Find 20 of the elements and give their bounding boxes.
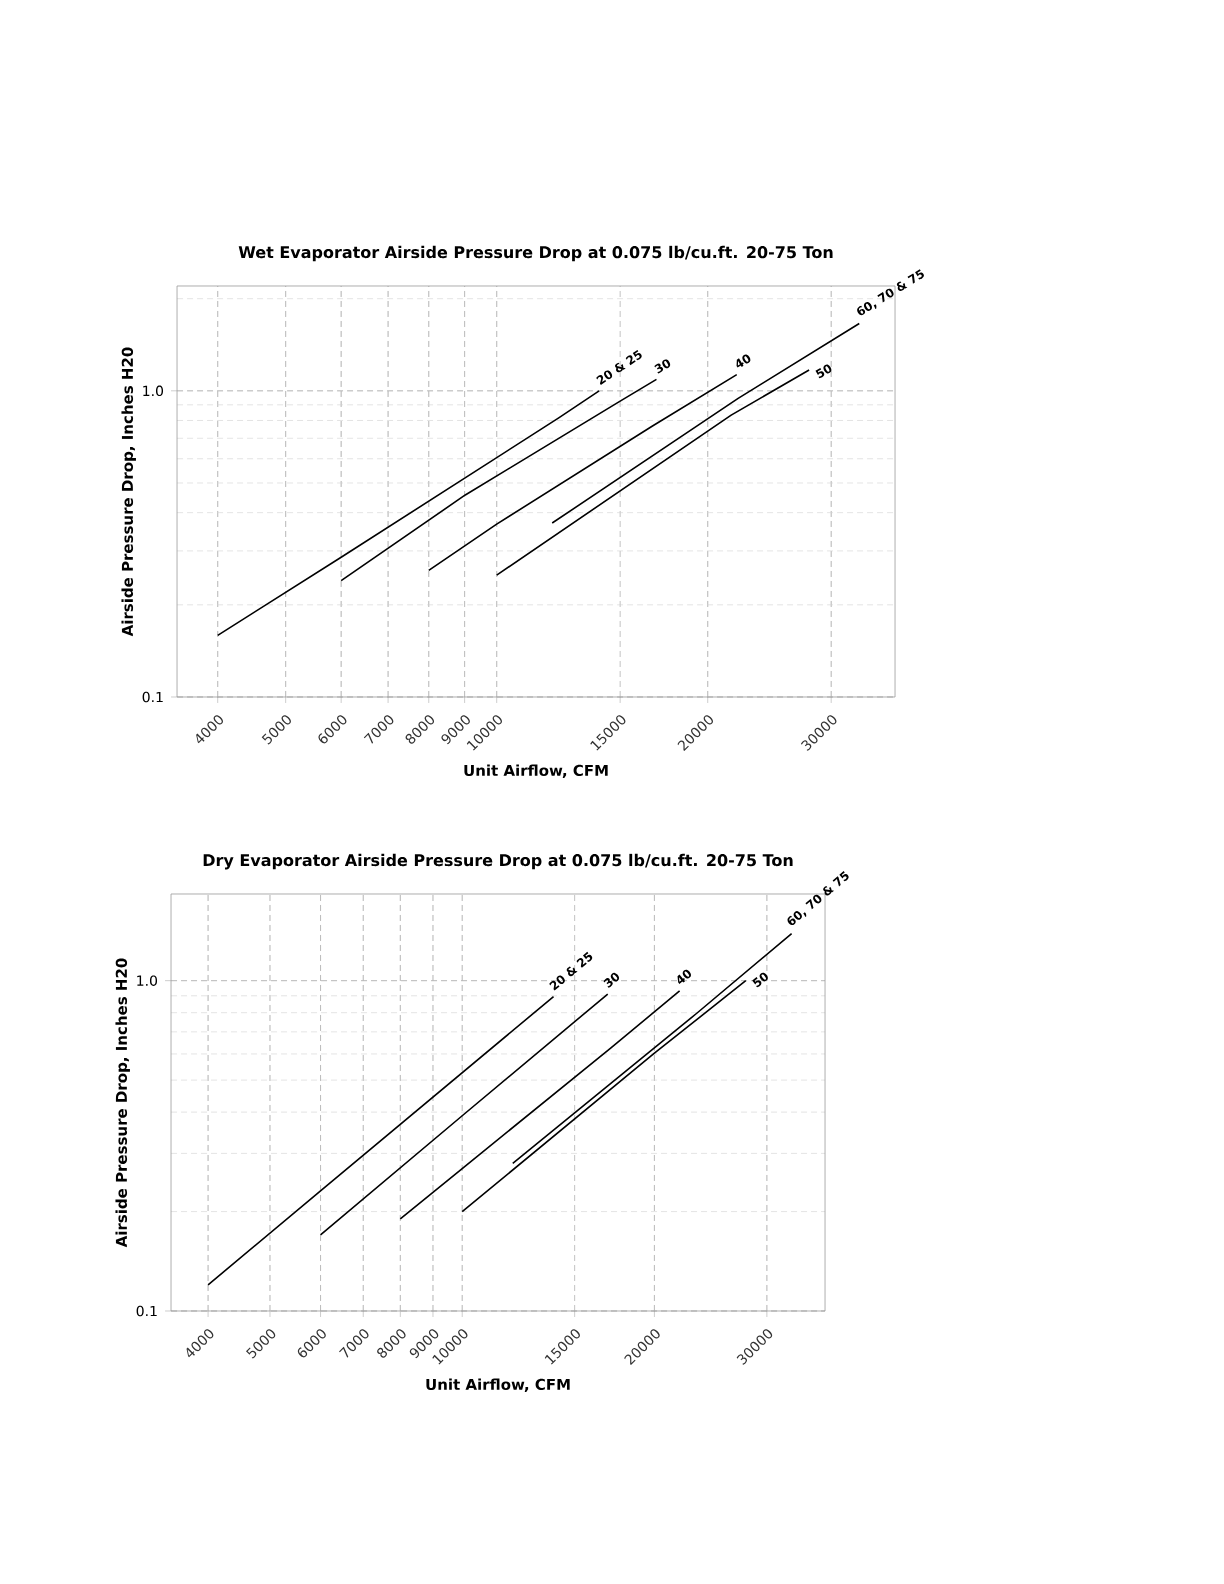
text: 40 bbox=[736, 354, 751, 368]
x-axis-title: Unit Airflow, CFM bbox=[464, 764, 608, 778]
y-tick-label: 1.0 bbox=[137, 975, 158, 986]
text: 60, 70 & 75 bbox=[857, 269, 924, 316]
text: 20 & 25 bbox=[596, 349, 642, 385]
text: 50 bbox=[815, 364, 832, 379]
chart-title: Wet Evaporator Airside Pressure Drop at 0.075 lb/cu.ft. 20-75 Ton bbox=[238, 245, 833, 262]
text: 20 & 25 bbox=[549, 951, 593, 991]
x-axis-title: Unit Airflow, CFM bbox=[426, 1378, 570, 1392]
chart-title: Dry Evaporator Airside Pressure Drop at 0.075 lb/cu.ft. 20-75 Ton bbox=[203, 853, 793, 870]
y-tick-label: 0.1 bbox=[142, 691, 163, 703]
text: 30 bbox=[603, 972, 620, 988]
text: 50 bbox=[752, 972, 768, 988]
y-tick-label: 1.0 bbox=[143, 385, 164, 397]
text: 40 bbox=[677, 969, 692, 984]
y-axis-title: Airside Pressure Drop, Inches H20 bbox=[121, 347, 136, 637]
text: 60, 70 & 75 bbox=[787, 871, 849, 926]
y-axis-title: Airside Pressure Drop, Inches H20 bbox=[115, 958, 130, 1248]
y-tick-label: 0.1 bbox=[136, 1305, 157, 1317]
text: 30 bbox=[654, 359, 671, 374]
